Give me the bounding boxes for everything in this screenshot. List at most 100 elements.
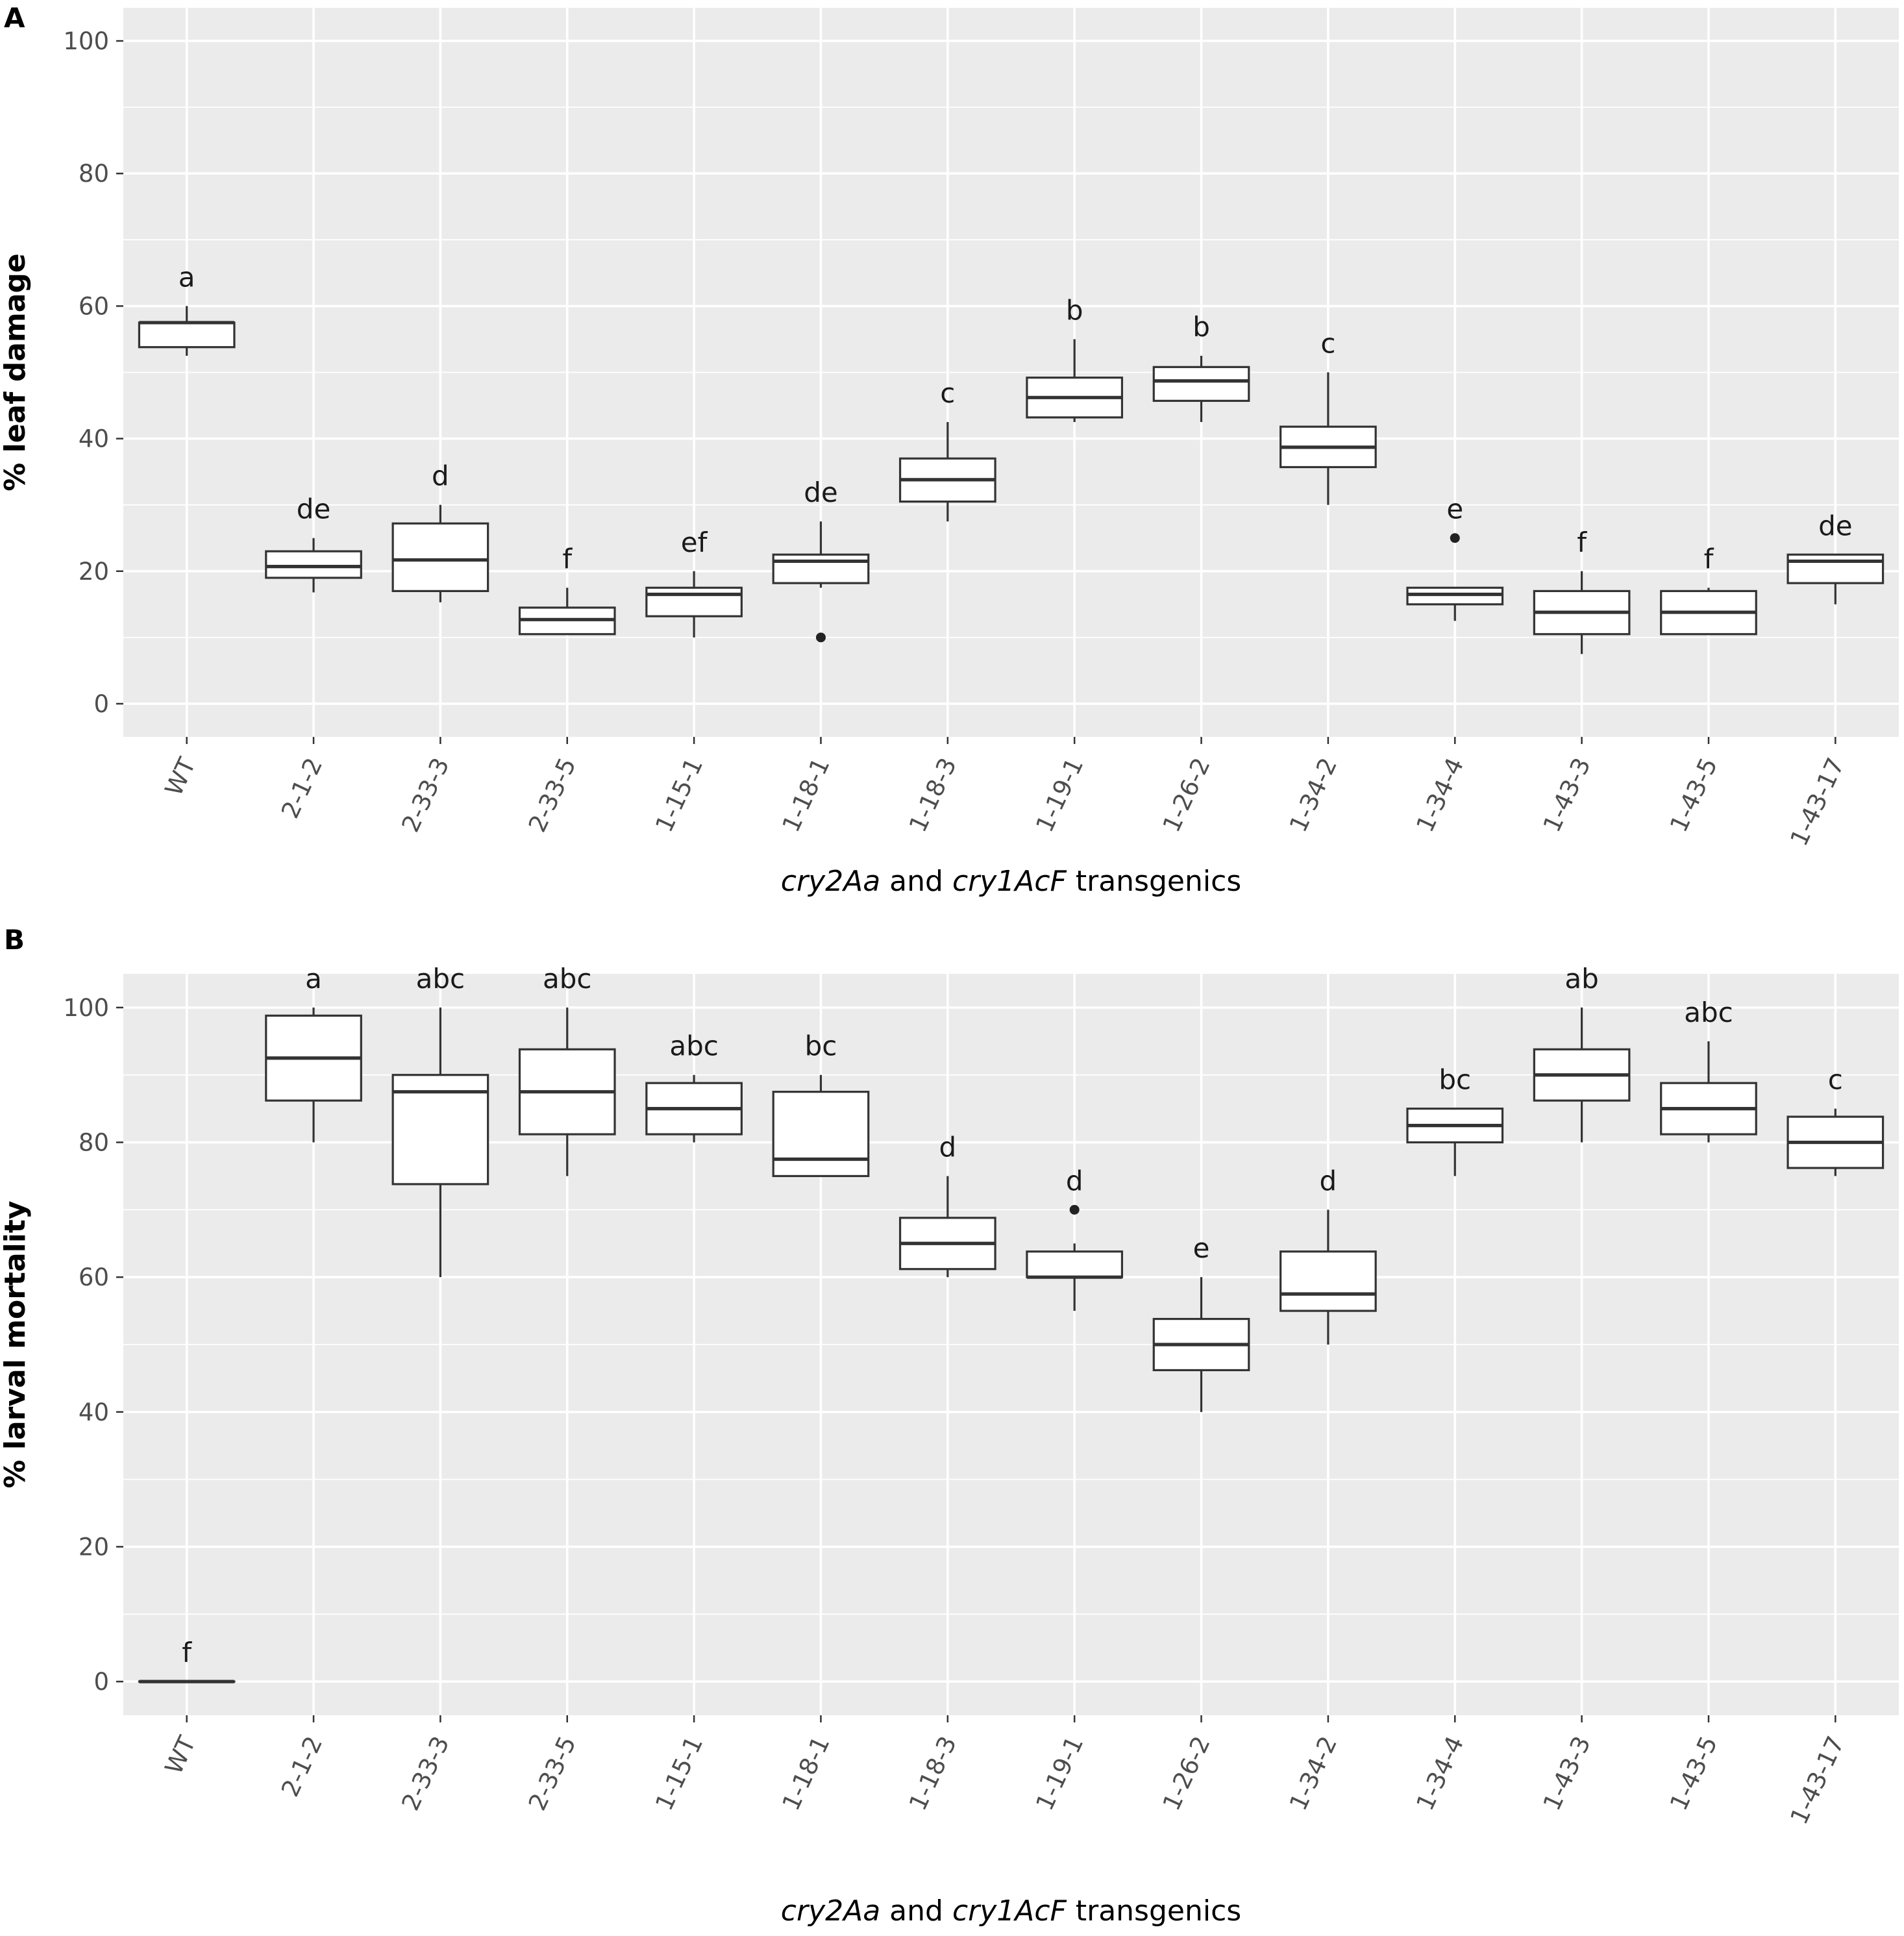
x-tick-label: 1-43-3 [1538,1732,1596,1815]
outlier-point [815,632,826,643]
x-tick-label: 2-33-3 [396,1732,454,1815]
y-axis-title: % larval mortality [0,1200,32,1488]
x-tick-label: 1-34-2 [1284,754,1342,837]
y-tick-label: 80 [79,160,109,188]
panel-label: B [4,924,25,956]
significance-letter: ef [681,527,708,558]
significance-letter: d [939,1131,956,1163]
x-axis-title-part: transgenics [1067,1894,1241,1928]
x-tick-label: 1-18-3 [904,1732,962,1815]
boxplot-1-15-1: abc [645,1030,743,1143]
significance-letter: f [562,543,573,575]
significance-letter: f [182,1637,192,1669]
box-iqr [391,522,489,593]
boxplot-WT: a [138,261,236,356]
significance-letter: f [1577,527,1587,558]
boxplot-1-15-1: ef [645,527,743,638]
boxplot-1-19-1: b [1026,294,1124,423]
box-iqr [1787,553,1885,584]
boxplot-2-1-2: de [265,493,362,593]
x-tick-label: 1-43-17 [1785,1732,1849,1829]
significance-letter: c [1828,1064,1843,1096]
x-tick-label: 1-18-1 [777,1732,835,1815]
significance-letter: b [1066,294,1083,326]
significance-letter: bc [1439,1064,1471,1096]
significance-letter: c [1320,328,1335,360]
significance-letter: d [1066,1165,1083,1197]
x-tick-label: 1-19-1 [1030,1732,1089,1815]
y-tick-label: 100 [63,994,109,1022]
significance-letter: e [1193,1232,1210,1264]
significance-letter: ab [1564,963,1598,995]
boxplot-2-1-2: a [265,963,362,1143]
significance-letter: abc [416,963,465,995]
box-iqr [772,553,870,584]
box-iqr [645,586,743,617]
x-tick-label: 2-1-2 [276,1732,328,1801]
box-iqr [1280,1250,1377,1312]
x-tick-label: 1-15-1 [650,1732,708,1815]
y-tick-label: 40 [79,1398,109,1426]
boxplot-1-18-1: bc [772,1030,870,1178]
box-iqr [265,550,362,579]
x-axis-title-part: and [880,1894,952,1928]
significance-letter: b [1193,311,1210,343]
x-tick-label: 2-33-5 [523,754,582,837]
significance-letter: f [1704,543,1714,575]
boxplot-1-43-3: f [1533,527,1631,654]
box-iqr [1026,1250,1124,1278]
x-tick-label: 1-26-2 [1157,1732,1216,1815]
outlier-point [1069,1204,1080,1215]
x-tick-label: 1-18-3 [904,754,962,837]
x-axis-title-part: cry1AcF [952,1894,1067,1928]
x-axis-title-part: cry1AcF [952,865,1067,898]
boxplot-1-18-1: de [772,477,870,643]
significance-letter: a [179,261,195,293]
x-tick-label: 1-43-3 [1538,754,1596,837]
x-tick-label: WT [160,753,201,800]
significance-letter: de [1818,510,1853,541]
significance-letter: c [940,377,955,409]
x-axis-title: cry2Aa and cry1AcF transgenics [781,1894,1241,1928]
box-iqr [772,1091,870,1178]
significance-letter: abc [1684,997,1733,1028]
boxplot-1-26-2: b [1152,311,1250,423]
x-tick-label: 2-1-2 [276,754,328,823]
boxplot-1-34-4: bc [1406,1064,1504,1176]
x-axis-title-part: cry2Aa [781,1894,880,1928]
x-tick-label: 1-19-1 [1030,754,1089,837]
boxplot-2-33-5: f [518,543,616,636]
boxplot-1-43-5: f [1660,543,1757,636]
x-tick-label: 1-43-5 [1664,1732,1723,1815]
boxplot-1-18-3: d [898,1131,996,1278]
boxplot-WT: f [138,1637,236,1683]
y-tick-label: 20 [79,558,109,586]
x-tick-label: 1-26-2 [1157,754,1216,837]
significance-letter: a [305,963,322,995]
x-tick-label: 1-43-17 [1785,754,1849,850]
y-axis-title: % leaf damage [0,253,32,491]
y-tick-label: 0 [93,690,109,718]
significance-letter: de [804,477,838,508]
boxplot-1-34-4: e [1406,493,1504,621]
x-axis-title-part: cry2Aa [781,865,880,898]
boxplot-1-19-1: d [1026,1165,1124,1311]
x-tick-label: 1-18-1 [777,754,835,837]
y-tick-label: 20 [79,1533,109,1561]
boxplot-1-18-3: c [898,377,996,522]
boxplot-1-43-17: de [1787,510,1885,604]
boxplot-2-33-3: d [391,460,489,602]
outlier-point [1450,533,1460,543]
boxplot-1-34-2: d [1280,1165,1377,1345]
x-tick-label: 1-34-4 [1411,754,1469,837]
x-tick-label: 1-43-5 [1664,754,1723,837]
significance-letter: abc [669,1030,719,1062]
significance-letter: bc [805,1030,837,1062]
x-tick-label: 2-33-5 [523,1732,582,1815]
significance-letter: de [297,493,331,525]
boxplot-1-43-5: abc [1660,997,1757,1143]
boxplot-2-33-5: abc [518,963,616,1176]
x-tick-label: 1-15-1 [650,754,708,837]
x-axis-title: cry2Aa and cry1AcF transgenics [781,865,1241,898]
